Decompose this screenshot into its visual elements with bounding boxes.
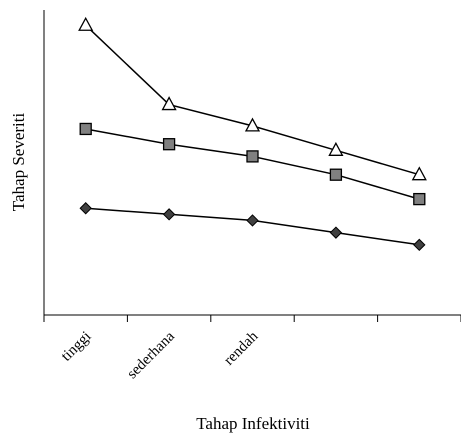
data-point-triangle <box>244 117 261 132</box>
data-point-diamond <box>162 208 176 221</box>
data-point-triangle <box>411 166 427 181</box>
series-layer <box>78 16 427 252</box>
x-axis-title: Tahap Infektiviti <box>196 414 310 433</box>
x-tick-label: tinggi <box>58 329 94 365</box>
data-point-diamond <box>413 238 426 252</box>
data-point-square <box>162 138 176 151</box>
data-point-square <box>329 168 343 181</box>
data-point-triangle <box>328 141 344 156</box>
data-point-square <box>246 150 259 163</box>
data-point-square <box>413 192 426 206</box>
data-point-triangle <box>161 96 177 111</box>
series-line-2 <box>85 128 420 200</box>
x-axis-ticks <box>43 315 461 322</box>
data-point-diamond <box>329 226 343 239</box>
x-tick-label: rendah <box>221 328 262 369</box>
data-point-diamond <box>79 202 92 215</box>
x-axis-tick-labels: tinggi sederhana rendah <box>58 328 261 382</box>
y-axis-title: Tahap Severiti <box>9 113 28 212</box>
data-point-diamond <box>246 214 259 227</box>
data-point-square <box>79 122 92 136</box>
x-tick-label: sederhana <box>124 328 178 382</box>
data-point-triangle <box>78 16 94 31</box>
